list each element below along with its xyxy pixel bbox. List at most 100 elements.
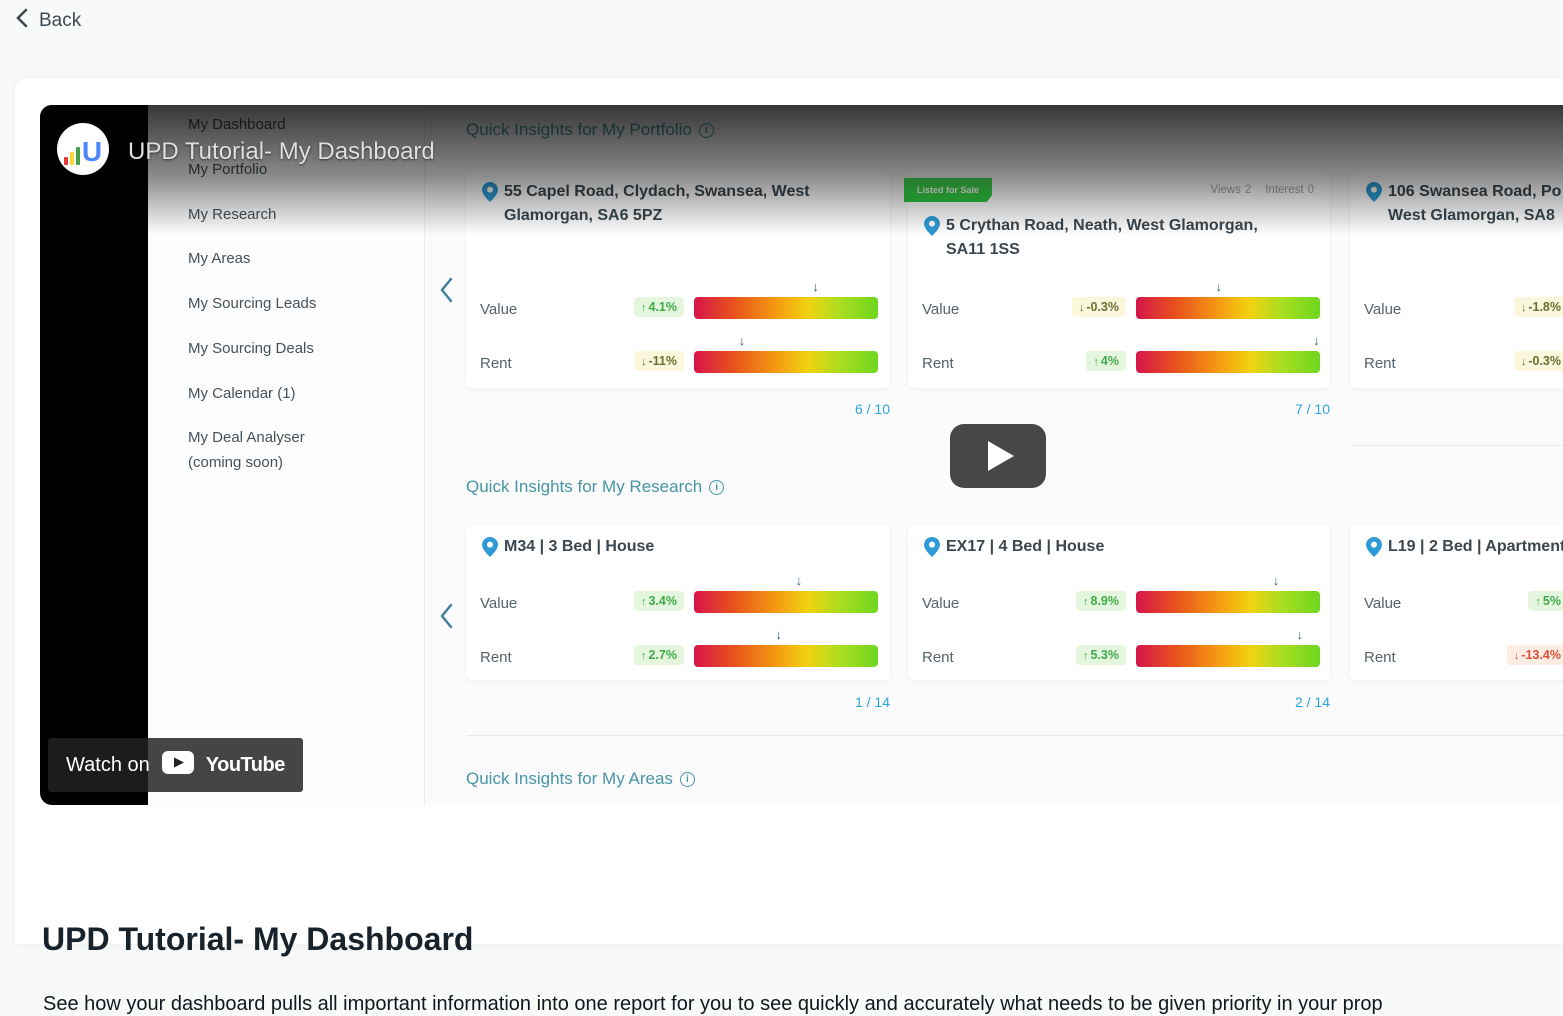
section-title-research: Quick Insights for My Research — [466, 477, 725, 497]
video-title-gradient — [40, 105, 1563, 235]
arrow-up-icon: ↑ — [1093, 356, 1099, 368]
research-card-ex17: EX17 | 4 Bed | House Value ↑8.9% Rent ↑5… — [908, 525, 1330, 680]
sidebar-item-my-areas: My Areas — [188, 250, 251, 267]
change-badge: ↓ -1.8% — [1513, 297, 1563, 317]
page-title: UPD Tutorial- My Dashboard — [42, 921, 474, 957]
bar-marker-icon — [1216, 279, 1223, 294]
location-pin-icon — [482, 537, 498, 562]
research-card-m34: M34 | 3 Bed | House Value ↑3.4% Rent ↑2.… — [466, 525, 890, 680]
metric-label: Rent — [1364, 355, 1396, 372]
rent-metric-row: Rent ↑ 5.3% — [908, 645, 1330, 675]
sidebar-item-my-sourcing-leads: My Sourcing Leads — [188, 295, 317, 312]
change-badge: ↓ -11% — [634, 351, 684, 371]
divider — [1350, 445, 1563, 446]
sidebar-item-my-deal-analyser: My Deal Analyser (coming soon) — [188, 429, 305, 471]
value-metric-row: Value ↓ -1.8% — [1350, 297, 1563, 327]
metric-label: Rent — [922, 355, 954, 372]
value-metric-row: Value ↑ 4.1% — [466, 297, 890, 327]
bar-marker-icon — [775, 627, 782, 642]
change-badge: ↑ 2.7% — [634, 645, 684, 665]
bar-marker-icon — [796, 573, 803, 588]
back-button[interactable]: Back — [14, 8, 81, 34]
channel-avatar[interactable]: U — [57, 123, 109, 175]
arrow-down-icon: ↓ — [1520, 356, 1527, 368]
change-badge: ↑ 4% — [1086, 351, 1126, 371]
metric-label: Value — [480, 301, 518, 318]
arrow-up-icon: ↑ — [1083, 596, 1089, 608]
page-description: See how your dashboard pulls all importa… — [43, 993, 1383, 1015]
change-badge: ↓ -0.3% — [1513, 351, 1563, 371]
metric-label: Value — [1364, 301, 1402, 318]
section-title-areas: Quick Insights for My Areas — [466, 769, 695, 789]
sidebar-item-my-sourcing-deals: My Sourcing Deals — [188, 340, 314, 357]
bar-marker-icon — [1297, 627, 1304, 642]
bar-marker-icon — [1273, 573, 1280, 588]
bar-marker-icon — [1313, 333, 1320, 348]
arrow-down-icon: ↓ — [641, 356, 647, 368]
bar-marker-icon — [812, 279, 819, 294]
research-title: L19 | 2 Bed | Apartment — [1388, 538, 1563, 555]
arrow-up-icon: ↑ — [1083, 650, 1089, 662]
divider — [466, 735, 1563, 736]
gradient-scale-bar — [1136, 591, 1320, 613]
value-metric-row: Value ↑ 5% — [1350, 591, 1563, 621]
info-icon — [679, 771, 695, 787]
logo-bar-green — [75, 147, 80, 165]
location-pin-icon — [1366, 537, 1382, 562]
youtube-video-player[interactable]: My Dashboard My Portfolio My Research My… — [40, 105, 1563, 805]
rent-metric-row: Rent ↓ -11% — [466, 351, 890, 381]
arrow-up-icon: ↑ — [641, 596, 647, 608]
arrow-down-icon: ↓ — [1513, 650, 1520, 662]
metric-label: Value — [922, 595, 960, 612]
gradient-scale-bar — [1136, 297, 1320, 319]
gradient-scale-bar — [694, 351, 878, 373]
logo-letter-u: U — [81, 136, 103, 167]
change-badge: ↑ 8.9% — [1076, 591, 1126, 611]
video-title-link[interactable]: UPD Tutorial- My Dashboard — [128, 138, 435, 165]
value-metric-row: Value ↓ -0.3% — [908, 297, 1330, 327]
metric-label: Value — [480, 595, 518, 612]
change-badge: ↑ 3.4% — [634, 591, 684, 611]
carousel-prev-icon — [438, 603, 454, 629]
gradient-scale-bar — [694, 645, 878, 667]
change-badge: ↓ -0.3% — [1071, 297, 1126, 317]
change-badge: ↑ 4.1% — [634, 297, 684, 317]
sidebar-item-my-calendar: My Calendar (1) — [188, 385, 296, 402]
arrow-up-icon: ↑ — [641, 650, 647, 662]
card-pagination: 2 / 14 — [1294, 694, 1330, 710]
change-badge: ↑ 5.3% — [1076, 645, 1126, 665]
gradient-scale-bar — [1136, 645, 1320, 667]
back-label: Back — [39, 10, 82, 31]
youtube-wordmark: YouTube — [205, 753, 286, 776]
card-pagination: 6 / 10 — [854, 401, 890, 417]
research-title: EX17 | 4 Bed | House — [946, 538, 1105, 555]
arrow-up-icon: ↑ — [1535, 596, 1541, 608]
metric-label: Rent — [1364, 649, 1396, 666]
gradient-scale-bar — [694, 591, 878, 613]
logo-bar-yellow — [69, 152, 74, 165]
play-icon — [988, 441, 1014, 471]
play-button[interactable] — [950, 424, 1046, 488]
rent-metric-row: Rent ↑ 2.7% — [466, 645, 890, 675]
research-title: M34 | 3 Bed | House — [504, 538, 655, 555]
metric-label: Rent — [480, 355, 512, 372]
content-card: My Dashboard My Portfolio My Research My… — [15, 78, 1563, 1015]
change-badge: ↑ 5% — [1528, 591, 1563, 611]
rent-metric-row: Rent ↓ -0.3% — [1350, 351, 1563, 381]
rent-metric-row: Rent ↑ 4% — [908, 351, 1330, 381]
arrow-up-icon: ↑ — [641, 302, 647, 314]
arrow-down-icon: ↓ — [1078, 302, 1085, 314]
location-pin-icon — [924, 537, 940, 562]
chevron-left-icon — [14, 8, 29, 34]
logo-bar-red — [63, 157, 68, 165]
change-badge: ↓ -13.4% — [1506, 645, 1563, 665]
gradient-scale-bar — [694, 297, 878, 319]
carousel-prev-icon — [438, 277, 454, 303]
arrow-down-icon: ↓ — [1520, 302, 1527, 314]
watch-on-youtube-button[interactable]: Watch on YouTube — [48, 738, 303, 792]
youtube-play-icon — [161, 751, 194, 779]
metric-label: Rent — [922, 649, 954, 666]
value-metric-row: Value ↑ 8.9% — [908, 591, 1330, 621]
card-pagination: 7 / 10 — [1294, 401, 1330, 417]
metric-label: Value — [922, 301, 960, 318]
